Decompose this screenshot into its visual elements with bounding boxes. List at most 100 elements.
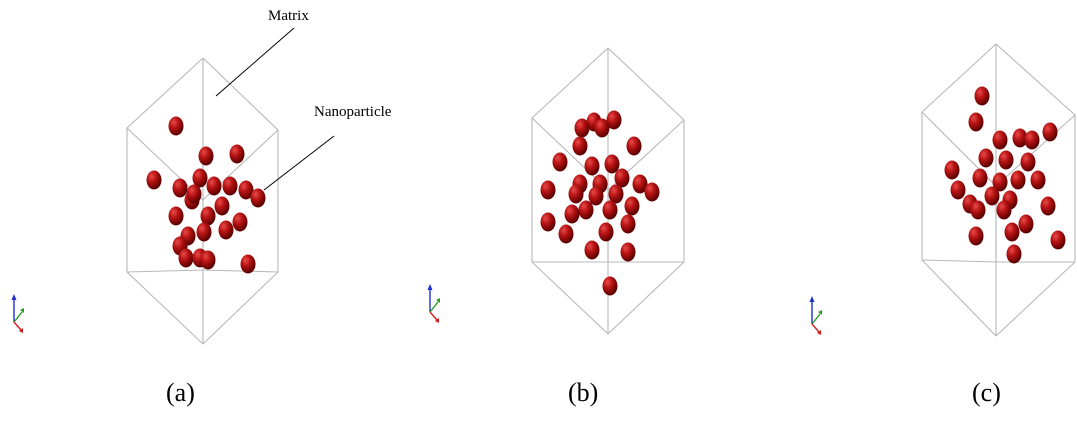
nanoparticle xyxy=(972,168,988,188)
nanoparticle xyxy=(229,144,245,164)
nanoparticle xyxy=(238,180,254,200)
nanoparticle xyxy=(572,136,588,156)
nanoparticle xyxy=(172,178,188,198)
nanoparticle xyxy=(606,110,622,130)
box-edge xyxy=(995,114,1076,187)
nanoparticle xyxy=(250,188,266,208)
box-edge xyxy=(202,57,279,131)
nanoparticle xyxy=(540,180,556,200)
nanoparticle xyxy=(604,154,620,174)
nanoparticle xyxy=(186,184,202,204)
caption-b: (b) xyxy=(568,378,599,407)
nanoparticle xyxy=(1024,130,1040,150)
box-edge xyxy=(531,47,609,119)
nanoparticle xyxy=(196,222,212,242)
axis-triad-b xyxy=(427,284,440,323)
box-edge xyxy=(607,261,685,335)
nanoparticle xyxy=(968,226,984,246)
caption-a: (a) xyxy=(166,378,195,407)
nanoparticle xyxy=(598,222,614,242)
box-edge xyxy=(921,43,997,113)
nanoparticle xyxy=(1004,222,1020,242)
matrix-box-a xyxy=(126,57,279,345)
nanoparticle xyxy=(998,150,1014,170)
nanoparticle xyxy=(146,170,162,190)
box-edge xyxy=(126,269,204,273)
nanoparticle xyxy=(984,186,1000,206)
nanoparticle xyxy=(1006,244,1022,264)
nanoparticle xyxy=(192,168,208,188)
nanoparticle xyxy=(232,212,248,232)
nanoparticle xyxy=(168,206,184,226)
nanoparticle xyxy=(240,254,256,274)
nanoparticle xyxy=(996,200,1012,220)
box-edge xyxy=(126,271,204,345)
nanoparticle xyxy=(574,118,590,138)
annotation-leader-lines xyxy=(215,27,335,191)
box-edge xyxy=(202,269,279,273)
box-edge xyxy=(921,259,997,337)
y-arrow-icon xyxy=(436,298,440,303)
nanoparticle xyxy=(588,186,604,206)
nanoparticle xyxy=(614,168,630,188)
box-edge xyxy=(607,47,685,121)
z-arrow-icon xyxy=(427,284,433,290)
z-arrow-icon xyxy=(11,294,17,300)
nanoparticle xyxy=(970,200,986,220)
nanoparticle xyxy=(564,204,580,224)
axis-triad-a xyxy=(11,294,24,333)
box-edge xyxy=(921,259,997,263)
nanoparticle xyxy=(974,86,990,106)
nanoparticle xyxy=(602,276,618,296)
nanoparticle xyxy=(620,242,636,262)
nanoparticle xyxy=(992,172,1008,192)
y-axis-icon xyxy=(429,301,439,313)
nanoparticle xyxy=(1018,214,1034,234)
x-axis-icon xyxy=(811,323,820,333)
nanoparticle xyxy=(584,240,600,260)
nanoparticle xyxy=(1040,196,1056,216)
nanoparticle xyxy=(1042,122,1058,142)
nanoparticle xyxy=(620,214,636,234)
matrix-leader-line xyxy=(215,27,295,97)
nanoparticle xyxy=(624,196,640,216)
nanoparticle xyxy=(214,196,230,216)
x-axis-icon xyxy=(429,311,438,321)
particle-group-b xyxy=(540,110,660,296)
axis-triad-c xyxy=(809,296,822,335)
x-arrow-icon xyxy=(435,318,439,323)
nanoparticle xyxy=(644,182,660,202)
y-arrow-icon xyxy=(818,310,822,315)
box-edge xyxy=(126,57,204,129)
nanoparticle xyxy=(950,180,966,200)
particle-group-c xyxy=(944,86,1066,264)
nanoparticle xyxy=(558,224,574,244)
nanoparticle xyxy=(568,184,584,204)
matrix-box-c xyxy=(921,43,1076,337)
y-arrow-icon xyxy=(20,308,24,313)
nanoparticle xyxy=(168,116,184,136)
caption-c: (c) xyxy=(972,378,1001,407)
nanoparticle xyxy=(626,136,642,156)
nanoparticle xyxy=(178,248,194,268)
nanoparticle xyxy=(222,176,238,196)
nanoparticle xyxy=(218,220,234,240)
nanoparticle xyxy=(200,206,216,226)
nanoparticle xyxy=(584,156,600,176)
nanoparticle xyxy=(206,176,222,196)
matrix-label: Matrix xyxy=(268,8,309,24)
matrix-boxes xyxy=(126,43,1076,345)
axis-triads xyxy=(11,284,822,335)
y-axis-icon xyxy=(13,311,23,323)
nanoparticle xyxy=(540,212,556,232)
box-edge xyxy=(995,261,1076,337)
nanoparticle xyxy=(992,130,1008,150)
nanoparticles xyxy=(146,86,1066,296)
nanoparticle xyxy=(944,160,960,180)
x-axis-icon xyxy=(13,321,22,331)
nanoparticle xyxy=(602,200,618,220)
nanoparticle xyxy=(552,152,568,172)
nanoparticle-leader-line xyxy=(263,135,335,191)
